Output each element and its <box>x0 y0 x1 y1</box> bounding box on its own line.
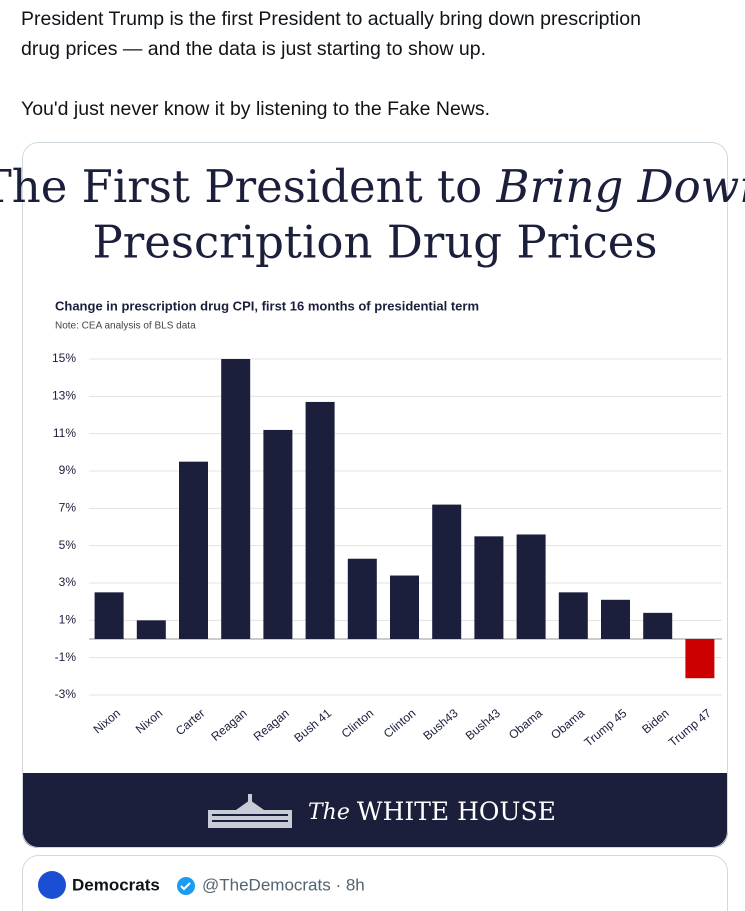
y-tick-label: 15% <box>52 351 76 365</box>
y-tick-label: 13% <box>52 389 76 403</box>
logo-the: The <box>308 800 350 825</box>
y-tick-label: 11% <box>53 426 76 440</box>
bar <box>390 575 419 639</box>
bar <box>601 599 630 639</box>
chart-note: Note: CEA analysis of BLS data <box>55 321 196 332</box>
y-tick-label: 7% <box>59 501 77 515</box>
title-part: The First President to <box>0 160 482 213</box>
chart-subtitle: Change in prescription drug CPI, first 1… <box>55 298 479 313</box>
logo-name: WHITE HOUSE <box>357 797 556 826</box>
bar <box>432 504 462 639</box>
verified-check <box>180 882 191 891</box>
y-tick-label: -1% <box>55 650 77 664</box>
y-tick-label: 5% <box>59 538 77 552</box>
bar <box>94 592 124 639</box>
chart-title: The First President to Bring Down <box>0 160 745 213</box>
title-emphasis: Bring Down <box>496 160 745 213</box>
quote-card[interactable] <box>22 855 728 911</box>
bar <box>516 534 546 639</box>
bar <box>263 429 293 639</box>
quote-avatar[interactable] <box>38 871 66 899</box>
y-tick-label: 9% <box>59 463 77 477</box>
white-house-icon <box>208 794 292 828</box>
y-tick-label: 1% <box>59 613 77 627</box>
bar <box>179 461 208 639</box>
tweet-text: You'd just never know it by listening to… <box>21 98 491 120</box>
bar <box>558 592 588 639</box>
bar <box>136 620 166 639</box>
bar <box>347 558 377 639</box>
bar <box>643 612 673 639</box>
y-tick-label: 3% <box>59 575 77 589</box>
y-tick-label: -3% <box>55 687 77 701</box>
footer-logo: The WHITE HOUSE <box>308 797 556 826</box>
bar <box>305 401 335 639</box>
tweet-text: President Trump is the first President t… <box>21 8 641 30</box>
bar <box>221 359 251 639</box>
bar <box>685 639 715 679</box>
card-border <box>22 142 728 848</box>
quote-name[interactable]: Democrats <box>72 875 160 894</box>
chart-title: Prescription Drug Prices <box>92 216 657 269</box>
card-bg <box>22 142 728 848</box>
tweet-text: drug prices — and the data is just start… <box>21 38 487 60</box>
footer-band <box>22 773 728 848</box>
quote-meta: @TheDemocrats · 8h <box>202 875 365 894</box>
bar <box>474 536 504 639</box>
